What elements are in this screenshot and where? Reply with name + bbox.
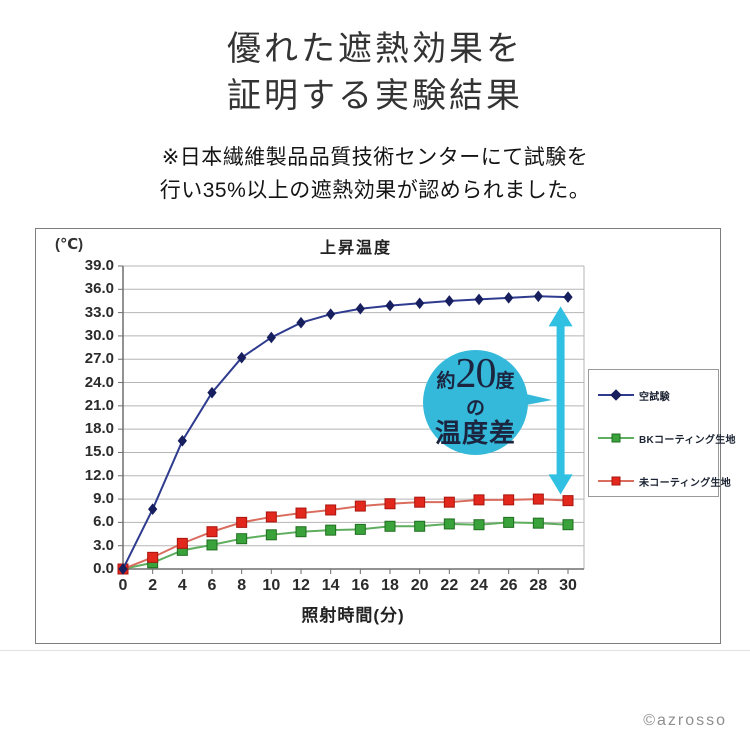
y-tick-label: 0.0 (93, 560, 114, 577)
square-marker-icon (611, 476, 621, 486)
test-note: ※日本繊維製品品質技術センターにて試験を 行い35%以上の遮熱効果が認められまし… (0, 141, 750, 207)
legend-item-blank-test: 空試験 (598, 389, 670, 403)
x-tick-label: 20 (410, 577, 429, 594)
y-tick-label: 3.0 (93, 536, 114, 554)
callout-line3: 温度差 (434, 418, 516, 448)
diamond-marker-icon (610, 389, 622, 401)
page-title: 優れた遮熱効果を 証明する実験結果 (0, 26, 750, 120)
y-tick-label: 30.0 (84, 326, 114, 344)
y-tick-label: 9.0 (93, 490, 114, 508)
temperature-difference-callout: 約20度 の 温度差 (423, 350, 528, 455)
chart-title: 上昇温度 (319, 240, 392, 257)
copyright-watermark: ©azrosso (643, 712, 727, 729)
legend-label: 未コーティング生地 (639, 477, 732, 489)
legend-item-bk-coated: BKコーティング生地 (598, 432, 736, 446)
callout-line2: の (465, 397, 485, 419)
page-title-line1: 優れた遮熱効果を (227, 31, 523, 68)
chart-legend: 空試験 BKコーティング生地 未コーティング生地 (588, 369, 736, 497)
x-tick-label: 26 (499, 577, 518, 594)
y-tick-label: 33.0 (84, 303, 114, 321)
x-tick-label: 12 (292, 577, 310, 594)
x-tick-label: 6 (207, 577, 217, 594)
x-axis-title: 照射時間(分) (301, 606, 405, 625)
legend-item-uncoated: 未コーティング生地 (598, 475, 732, 489)
y-tick-label: 18.0 (84, 420, 114, 438)
callout-suffix: 度 (495, 370, 515, 392)
x-tick-label: 16 (351, 577, 370, 594)
x-tick-label: 2 (148, 577, 158, 594)
chart-frame: (℃) 上昇温度 0.0 3.0 6.0 9.0 12.0 15.0 18.0 21.0 24.… (35, 228, 736, 644)
legend-line-sample (598, 476, 634, 486)
y-tick-label: 21.0 (84, 396, 114, 414)
legend-label: BKコーティング生地 (639, 434, 736, 446)
x-tick-label: 4 (177, 577, 187, 594)
x-tick-label: 18 (381, 577, 399, 594)
y-tick-label: 27.0 (84, 350, 114, 368)
legend-label: 空試験 (639, 391, 670, 403)
chart-canvas (117, 265, 585, 575)
x-tick-label: 14 (321, 577, 340, 594)
legend-line-sample (598, 389, 634, 401)
test-note-line2: 行い35%以上の遮熱効果が認められました。 (159, 179, 591, 202)
x-tick-label: 22 (440, 577, 459, 594)
x-tick-label: 8 (237, 577, 247, 594)
divider-line (0, 650, 750, 651)
x-tick-label: 28 (529, 577, 548, 594)
legend-line-sample (598, 433, 634, 443)
y-tick-label: 39.0 (84, 257, 114, 274)
callout-line1: 約20度 (436, 353, 515, 399)
page-title-line2: 証明する実験結果 (227, 78, 523, 115)
y-tick-label: 6.0 (93, 513, 114, 531)
test-note-line1: ※日本繊維製品品質技術センターにて試験を (161, 146, 589, 169)
x-tick-label: 24 (470, 577, 488, 594)
y-tick-label: 12.0 (84, 466, 114, 484)
callout-value: 20 (455, 350, 497, 397)
square-marker-icon (611, 433, 621, 443)
callout-prefix: 約 (436, 370, 456, 392)
x-tick-label: 30 (559, 577, 577, 594)
x-tick-label: 10 (262, 577, 281, 594)
y-tick-label: 24.0 (84, 373, 114, 391)
y-axis-unit-label: (℃) (55, 236, 84, 253)
y-tick-label: 36.0 (84, 280, 114, 298)
x-tick-label: 0 (118, 577, 128, 594)
y-tick-label: 15.0 (84, 443, 114, 461)
